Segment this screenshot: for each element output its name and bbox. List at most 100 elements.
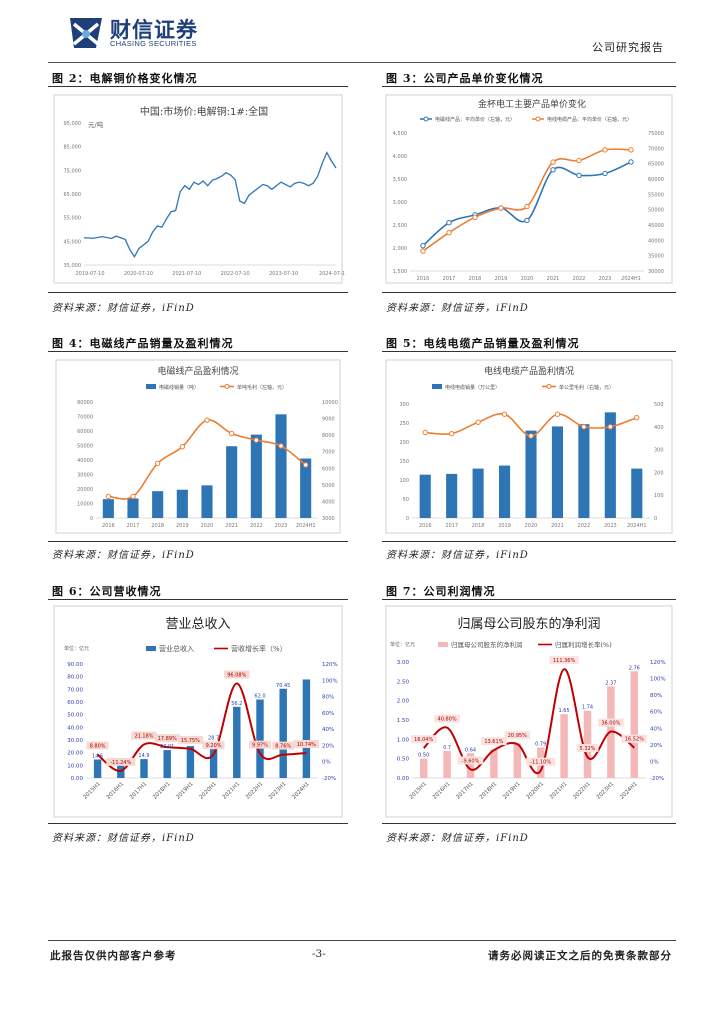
y-right-tick-label: 35000 bbox=[648, 254, 664, 260]
company-name-cn: 财信证券 bbox=[110, 18, 198, 42]
x-tick-label: 2020-07-10 bbox=[124, 271, 153, 277]
figure-4-source: 资料来源：财信证券，iFinD bbox=[52, 550, 195, 561]
data-point bbox=[302, 462, 309, 468]
bar bbox=[127, 498, 139, 518]
y-left-tick-label: 30000 bbox=[77, 473, 93, 479]
x-tick-label: 2019 bbox=[176, 523, 189, 529]
y-left-tick-label: 2.50 bbox=[397, 679, 410, 685]
y-right-tick-label: 40000 bbox=[648, 238, 664, 244]
x-tick-label: 2017 bbox=[445, 523, 458, 529]
data-point bbox=[448, 430, 455, 437]
y-tick-label: 55,000 bbox=[64, 216, 82, 222]
figure-6-source: 资料来源：财信证券，iFinD bbox=[52, 833, 195, 844]
y-right-tick-label: 65000 bbox=[648, 162, 664, 168]
y-right-tick-label: 60% bbox=[322, 711, 334, 717]
page-number: -3- bbox=[312, 948, 326, 960]
bar bbox=[446, 473, 458, 518]
bar-value-label: 22.01 bbox=[160, 744, 174, 750]
figure-7-box: 归属母公司股东的净利润 单位：亿元 归属母公司股东的净利润 归属利润增长率(%) 0.0… bbox=[382, 599, 676, 824]
bar bbox=[472, 468, 484, 518]
x-tick-label: 2022 bbox=[578, 523, 591, 529]
company-name-en: CHASING SECURITIES bbox=[110, 39, 197, 48]
y-tick-label: 95,000 bbox=[64, 121, 82, 127]
y-right-tick-label: -20% bbox=[650, 776, 664, 782]
footer-disclaimer-right: 请务必阅读正文之后的免责条款部分 bbox=[488, 950, 672, 962]
header-rule bbox=[48, 62, 676, 63]
bar bbox=[578, 424, 590, 518]
y-right-tick-label: 40% bbox=[650, 726, 662, 732]
y-right-tick-label: 0% bbox=[650, 759, 659, 765]
y-right-tick-label: 0 bbox=[654, 516, 657, 522]
line-label-box bbox=[434, 714, 460, 723]
line-label-box bbox=[504, 731, 531, 740]
bar-value-label: 2.76 bbox=[629, 665, 640, 671]
bar bbox=[152, 491, 164, 518]
line-label-box bbox=[598, 718, 624, 727]
y-right-tick-label: 0% bbox=[322, 760, 331, 766]
chart-title: 电线电缆产品盈利情况 bbox=[484, 365, 574, 377]
line-label-box bbox=[293, 739, 320, 748]
data-point bbox=[524, 203, 530, 210]
y-right-tick-label: 75000 bbox=[648, 131, 664, 137]
line-value-label: 13.61% bbox=[484, 739, 503, 745]
copper-price-line bbox=[83, 151, 337, 258]
data-point bbox=[420, 248, 426, 254]
y-left-tick-label: 50.00 bbox=[67, 713, 83, 719]
y-right-tick-label: 100% bbox=[650, 677, 666, 683]
y-unit-label: 元/吨 bbox=[88, 120, 104, 129]
y-right-tick-label: 9000 bbox=[322, 417, 335, 423]
data-point bbox=[524, 217, 530, 224]
y-right-tick-label: 120% bbox=[650, 660, 666, 666]
x-tick-label: 2023 bbox=[599, 276, 612, 282]
y-left-tick-label: 100 bbox=[399, 478, 409, 484]
y-right-tick-label: 4000 bbox=[322, 499, 335, 505]
footer-disclaimer-left: 此报告仅供内部客户参考 bbox=[50, 950, 177, 962]
company-logo-icon bbox=[70, 18, 102, 48]
y-left-tick-label: 40000 bbox=[77, 458, 93, 464]
legend-swatch-bar bbox=[146, 384, 156, 389]
y-left-tick-label: 2,500 bbox=[393, 223, 407, 229]
x-tick-label: 2018 bbox=[469, 276, 482, 282]
data-point bbox=[602, 147, 608, 153]
data-point bbox=[130, 493, 136, 500]
figure-7-title: 图 7：公司利润情况 bbox=[386, 585, 496, 598]
y-right-tick-label: 3000 bbox=[322, 516, 335, 522]
figure-3-source: 资料来源：财信证券，iFinD bbox=[386, 303, 529, 314]
line-label-box bbox=[131, 731, 157, 740]
series-line bbox=[422, 668, 635, 775]
data-point bbox=[634, 414, 640, 421]
line-label-box bbox=[410, 735, 437, 744]
x-tick-label: 2023-07-10 bbox=[269, 271, 298, 277]
y-left-tick-label: 1.00 bbox=[397, 737, 410, 743]
bar bbox=[604, 412, 616, 518]
figure-7-source: 资料来源：财信证券，iFinD bbox=[386, 833, 529, 844]
y-left-tick-label: 50 bbox=[403, 497, 409, 503]
bar bbox=[302, 679, 311, 778]
data-point bbox=[554, 411, 561, 417]
legend-marker bbox=[224, 384, 230, 389]
y-right-tick-label: 500 bbox=[654, 402, 664, 408]
y-left-tick-label: 4,000 bbox=[393, 154, 407, 160]
data-point bbox=[278, 443, 284, 449]
bar bbox=[233, 706, 241, 778]
y-right-tick-label: 400 bbox=[654, 425, 664, 431]
y-left-tick-label: 300 bbox=[399, 402, 409, 408]
data-point bbox=[550, 167, 556, 173]
bar-value-label: 0.7 bbox=[443, 745, 451, 751]
line-value-label: -11.24% bbox=[110, 760, 131, 766]
line-value-label: 17.89% bbox=[158, 736, 177, 742]
legend-marker bbox=[535, 116, 541, 122]
y-right-tick-label: 100 bbox=[654, 493, 664, 499]
y-left-tick-label: 70.00 bbox=[67, 687, 83, 693]
line-value-label: 9.97% bbox=[252, 743, 268, 749]
bar bbox=[560, 714, 568, 778]
x-tick-label: 2019-07-10 bbox=[75, 271, 104, 277]
bar bbox=[499, 465, 511, 518]
figure-6-box: 营业总收入 单位：亿元 营业总收入 营收增长率（%） 0.00 10.00 20.00 30.… bbox=[48, 599, 348, 824]
y-right-tick-label: 60000 bbox=[648, 177, 664, 183]
y-left-tick-label: 20.00 bbox=[67, 751, 83, 757]
y-left-tick-label: 80000 bbox=[77, 400, 93, 406]
figure-6-title: 图 6：公司营收情况 bbox=[52, 585, 162, 598]
bar bbox=[176, 489, 188, 518]
